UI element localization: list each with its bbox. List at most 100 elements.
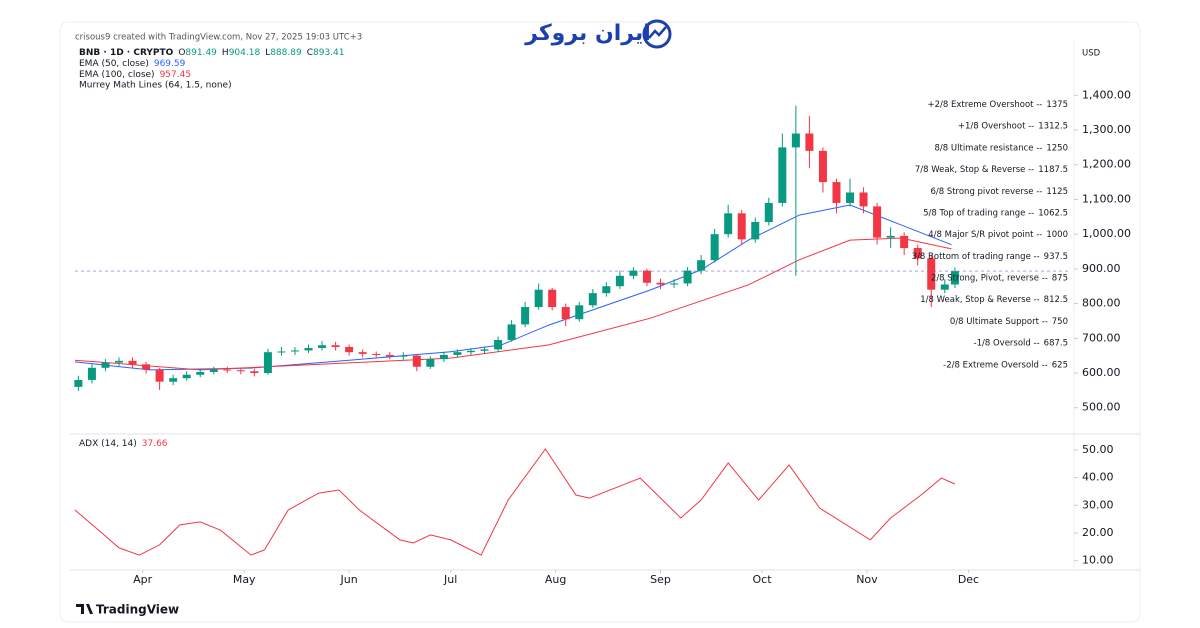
brand-icon xyxy=(76,604,93,614)
level-label: 0/8 Ultimate Support -- 750 xyxy=(950,316,1068,326)
candle-body xyxy=(927,258,936,290)
symbol: BNB · 1D · CRYPTO xyxy=(79,48,174,58)
watermark: crisous9 created with TradingView.com, N… xyxy=(75,33,362,43)
candle-body xyxy=(602,286,611,294)
candle-body xyxy=(642,270,651,283)
candle-body xyxy=(548,289,557,308)
candle-body xyxy=(670,283,679,285)
level-name: 8/8 Ultimate resistance -- xyxy=(935,143,1043,153)
y-tick-label: 40.00 xyxy=(1082,471,1114,484)
candle-body xyxy=(128,360,137,365)
candle-body xyxy=(236,370,245,372)
level-value: 1250 xyxy=(1046,143,1068,153)
x-tick-label: Oct xyxy=(753,573,773,586)
x-tick-label: Aug xyxy=(545,573,566,586)
candle-body xyxy=(778,147,787,203)
candle-body xyxy=(358,352,367,354)
logo-text: ایران بروکر xyxy=(524,21,651,46)
x-tick-label: Jul xyxy=(443,573,457,586)
candle-body xyxy=(629,270,638,276)
level-label: 5/8 Top of trading range -- 1062.5 xyxy=(923,208,1068,218)
level-name: 1/8 Weak, Stop & Reverse -- xyxy=(920,295,1039,305)
candle-body xyxy=(805,133,814,151)
brand-name: TradingView xyxy=(96,603,179,617)
level-value: 875 xyxy=(1052,273,1068,283)
candle-body xyxy=(900,235,909,249)
level-name: +2/8 Extreme Overshoot -- xyxy=(928,100,1043,110)
candle-body xyxy=(74,379,83,387)
candle-body xyxy=(886,235,895,238)
level-value: 1375 xyxy=(1046,100,1068,110)
candle-body xyxy=(859,192,868,207)
level-name: 7/8 Weak, Stop & Reverse -- xyxy=(915,165,1034,175)
level-name: 0/8 Ultimate Support -- xyxy=(950,316,1048,326)
level-label: 1/8 Weak, Stop & Reverse -- 812.5 xyxy=(920,295,1068,305)
currency: USD xyxy=(1082,49,1101,59)
x-tick-label: Dec xyxy=(958,573,979,586)
level-name: +1/8 Overshoot -- xyxy=(958,121,1034,131)
y-tick-label: 10.00 xyxy=(1082,554,1114,567)
indicator-legend: EMA (50, close) 969.59 xyxy=(79,59,186,69)
candle-body xyxy=(724,213,733,235)
candle-body xyxy=(331,345,340,347)
adx-line xyxy=(74,448,956,556)
y-tick-label: 1,100.00 xyxy=(1082,192,1131,205)
candle-body xyxy=(290,350,299,352)
candle-body xyxy=(656,282,665,285)
candle-body xyxy=(263,352,272,373)
y-tick-label: 700.00 xyxy=(1082,331,1121,344)
level-value: 687.5 xyxy=(1044,338,1068,348)
level-label: 8/8 Ultimate resistance -- 1250 xyxy=(935,143,1068,153)
candle-body xyxy=(182,374,191,379)
symbol-legend: BNB · 1D · CRYPTO O891.49 H904.18 L888.89 C8… xyxy=(79,48,345,58)
ohlc-value: 891.49 xyxy=(185,48,217,58)
ohlc-value: 893.41 xyxy=(313,48,345,58)
candle-body xyxy=(385,354,394,357)
candle-body xyxy=(588,293,597,306)
logo-arrow xyxy=(648,26,667,39)
x-tick-label: Nov xyxy=(856,573,878,586)
candle-body xyxy=(507,324,516,341)
level-name: 2/8 Strong, Pivot, reverse -- xyxy=(931,273,1048,283)
candle-body xyxy=(791,133,800,148)
ohlc-key: O xyxy=(178,48,185,58)
x-tick-label: Apr xyxy=(133,573,153,586)
level-value: 1062.5 xyxy=(1038,208,1068,218)
logo: ایران بروکر xyxy=(524,19,672,49)
indicator-legend: Murrey Math Lines (64, 1.5, none) xyxy=(79,81,232,91)
candle-body xyxy=(169,378,178,382)
candle-body xyxy=(196,371,205,375)
y-tick-label: 20.00 xyxy=(1082,526,1114,539)
level-name: -2/8 Extreme Oversold -- xyxy=(943,360,1048,370)
y-tick-label: 1,400.00 xyxy=(1082,88,1131,101)
x-tick-label: Jun xyxy=(340,573,358,586)
frame xyxy=(59,21,1141,623)
indicator-name: EMA (100, close) xyxy=(79,70,155,80)
level-name: 5/8 Top of trading range -- xyxy=(923,208,1034,218)
level-name: 4/8 Major S/R pivot point -- xyxy=(928,230,1042,240)
indicator-legend: EMA (100, close) 957.45 xyxy=(79,70,191,80)
candle-body xyxy=(87,367,96,380)
level-value: 1312.5 xyxy=(1038,121,1068,131)
level-label: +2/8 Extreme Overshoot -- 1375 xyxy=(928,100,1068,110)
level-value: 1125 xyxy=(1046,186,1068,196)
candle-body xyxy=(697,260,706,271)
y-tick-label: 500.00 xyxy=(1082,401,1121,414)
ohlc-key: L xyxy=(265,48,270,58)
candle-body xyxy=(318,345,327,349)
ohlc-key: C xyxy=(307,48,313,58)
candle-body xyxy=(439,354,448,360)
ohlc-value: 904.18 xyxy=(229,48,261,58)
level-value: 1187.5 xyxy=(1038,165,1068,175)
x-tick-label: May xyxy=(233,573,256,586)
candle-body xyxy=(223,369,232,371)
level-name: 3/8 Bottom of trading range -- xyxy=(912,251,1040,261)
candle-body xyxy=(277,351,286,353)
candle-body xyxy=(615,275,624,287)
level-name: -1/8 Oversold -- xyxy=(974,338,1040,348)
candle-body xyxy=(683,270,692,284)
level-value: 1000 xyxy=(1046,230,1068,240)
y-tick-label: 800.00 xyxy=(1082,297,1121,310)
candle-body xyxy=(832,182,841,203)
